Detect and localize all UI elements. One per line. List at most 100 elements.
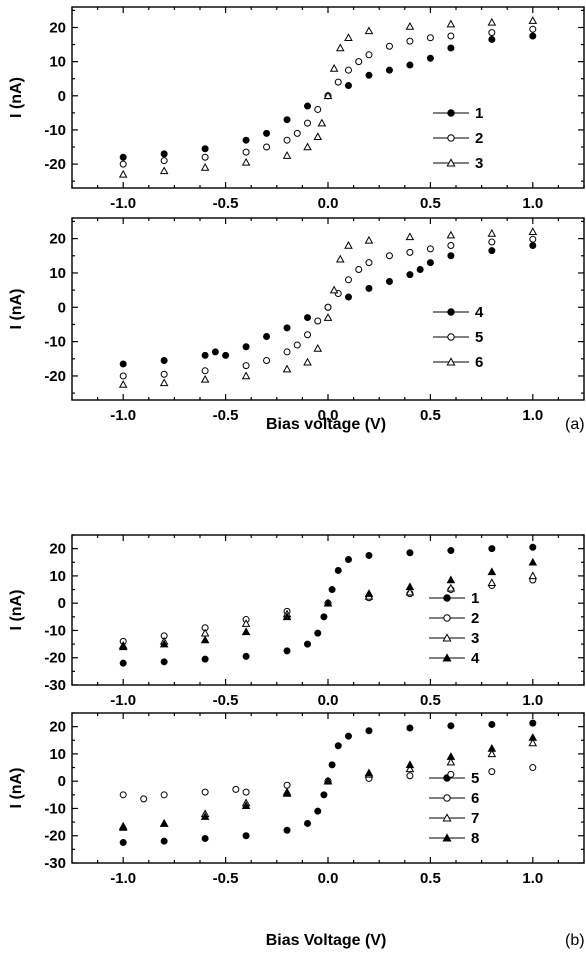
data-point [160, 157, 168, 165]
data-point [303, 142, 312, 151]
data-point [222, 351, 230, 359]
data-point [283, 324, 291, 332]
data-point [304, 119, 312, 127]
data-point [405, 21, 415, 30]
data-point [329, 63, 339, 72]
data-point [335, 254, 345, 263]
y-axis-label: I (nA) [8, 768, 25, 809]
legend-entry-4: 4 [433, 304, 484, 321]
data-point [447, 241, 455, 249]
legend-marker [443, 794, 451, 802]
legend-label: 6 [475, 354, 483, 371]
data-point [201, 153, 209, 161]
data-point [201, 351, 209, 359]
data-point [313, 344, 323, 352]
data-point [426, 259, 434, 267]
data-point [283, 781, 291, 789]
x-axis-label: Bias voltage (V) [266, 416, 386, 433]
y-axis-label: I (nA) [8, 289, 25, 330]
data-point [365, 71, 373, 79]
data-point [160, 370, 168, 378]
data-point [201, 145, 209, 153]
data-point [282, 151, 292, 159]
legend-marker [442, 653, 452, 662]
series-8 [118, 733, 538, 831]
data-point [385, 252, 393, 260]
data-point [263, 332, 271, 340]
data-point [160, 357, 168, 365]
legend-entry-1: 1 [433, 105, 483, 122]
plot-frame [71, 712, 585, 864]
data-point [447, 770, 455, 778]
data-point [118, 380, 128, 388]
data-point [159, 166, 169, 175]
data-point [385, 278, 393, 286]
data-point [447, 32, 455, 40]
data-point [488, 545, 496, 553]
data-point [446, 752, 456, 760]
data-point [488, 720, 496, 728]
y-tick-label: 10 [49, 54, 66, 71]
data-point [303, 357, 312, 366]
data-point [160, 150, 168, 158]
x-tick-label: 0.5 [420, 195, 441, 212]
data-point [282, 612, 292, 621]
legend-entry-6: 6 [429, 790, 479, 807]
legend-label: 4 [471, 650, 480, 667]
legend-entry-6: 6 [433, 354, 483, 371]
data-point [529, 235, 537, 243]
data-point [528, 227, 538, 235]
data-point [242, 362, 250, 370]
data-point [323, 598, 333, 607]
data-point [140, 795, 148, 803]
legend-entry-2: 2 [429, 610, 479, 627]
data-point [364, 26, 374, 35]
data-point [406, 549, 414, 557]
data-point [242, 832, 250, 840]
legend-label: 1 [471, 590, 479, 607]
data-point [344, 732, 352, 740]
x-tick-label: -1.0 [110, 692, 136, 709]
data-point [118, 642, 128, 651]
data-point [488, 247, 496, 255]
legend-marker [442, 813, 452, 822]
data-point [304, 640, 312, 648]
data-point [241, 619, 251, 627]
data-point [293, 341, 301, 349]
data-point [160, 837, 168, 845]
data-point [241, 801, 251, 809]
legend-label: 3 [475, 155, 483, 172]
data-point [344, 240, 353, 249]
y-tick-label: 0 [58, 88, 66, 105]
data-point [487, 17, 497, 26]
legend-entry-5: 5 [429, 770, 479, 787]
x-tick-label: 1.0 [522, 692, 543, 709]
data-point [334, 742, 342, 750]
data-point [406, 61, 414, 69]
y-tick-label: 10 [49, 746, 66, 763]
data-point [529, 32, 537, 40]
data-point [447, 44, 455, 52]
panel-4: 5 6 7 8 [71, 712, 585, 864]
data-point [447, 252, 455, 260]
x-tick-label: 0.0 [318, 692, 339, 709]
data-point [159, 818, 169, 827]
panel-label: (b) [565, 932, 585, 949]
data-point [488, 768, 496, 776]
data-point [324, 303, 332, 311]
data-point [365, 51, 373, 59]
legend-label: 2 [475, 130, 483, 147]
x-tick-label: 0.0 [318, 870, 339, 887]
x-tick-label: -0.5 [213, 195, 239, 212]
legend-marker [446, 158, 456, 167]
y-tick-label: -20 [44, 828, 66, 845]
data-point [446, 19, 456, 28]
data-point [119, 839, 127, 847]
data-point [200, 635, 210, 644]
data-point [263, 357, 271, 365]
legend-marker [442, 833, 452, 842]
data-point [118, 169, 128, 178]
legend-marker [443, 594, 451, 602]
x-tick-label: -1.0 [110, 870, 136, 887]
